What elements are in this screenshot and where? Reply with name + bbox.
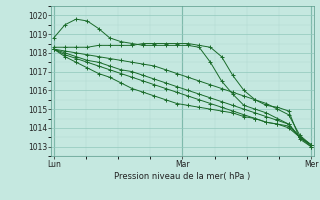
X-axis label: Pression niveau de la mer( hPa ): Pression niveau de la mer( hPa ) — [114, 172, 251, 181]
